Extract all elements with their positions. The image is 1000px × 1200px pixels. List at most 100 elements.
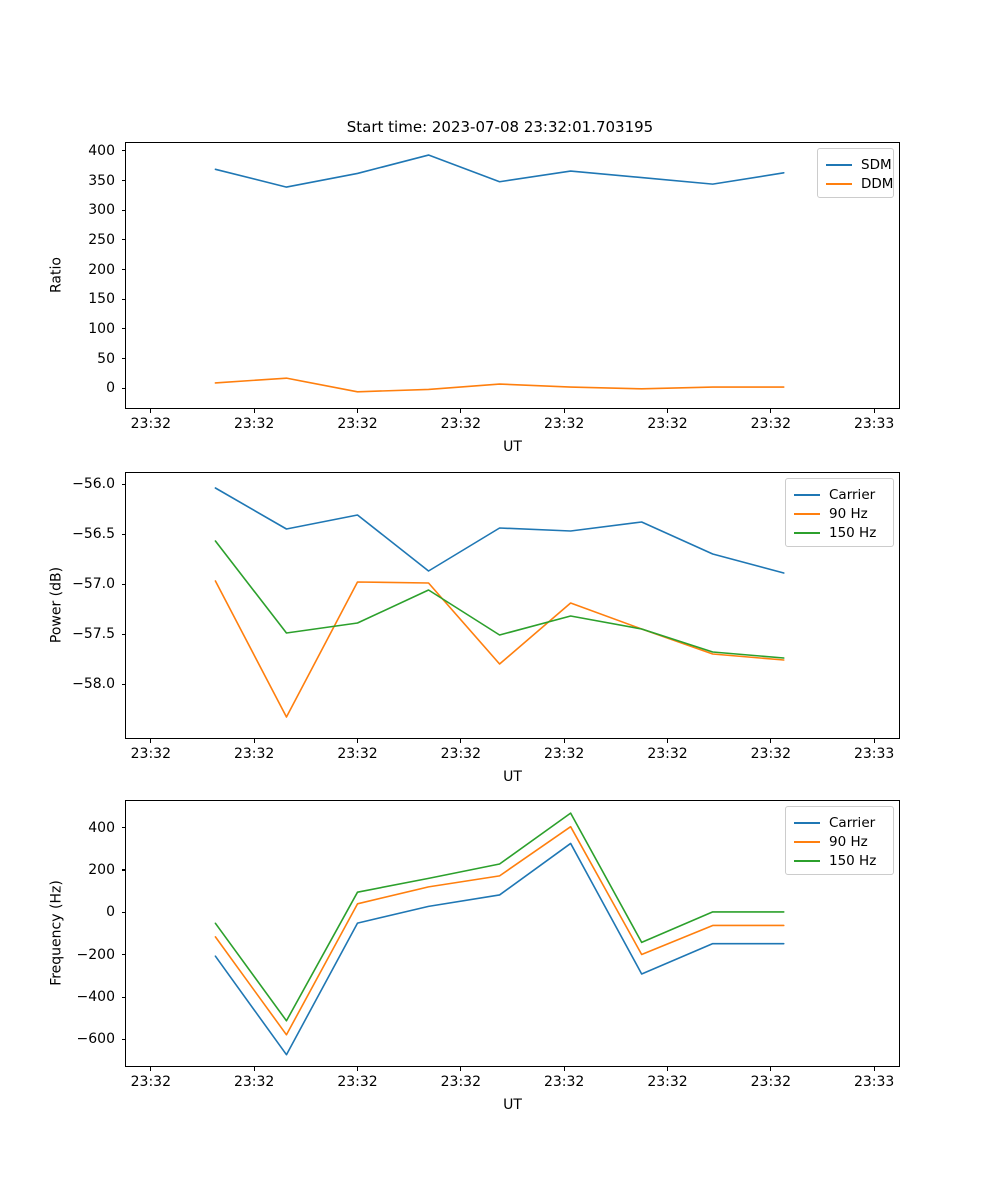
- legend-label: 150 Hz: [829, 524, 877, 541]
- legend-item[interactable]: 150 Hz: [794, 851, 885, 870]
- y-tick-mark: [121, 633, 125, 635]
- x-tick-mark: [770, 1067, 772, 1071]
- x-tick-label: 23:32: [233, 416, 275, 432]
- legend: SDM DDM: [817, 148, 894, 198]
- y-tick-label: −57.5: [72, 626, 115, 642]
- x-tick-label: 23:32: [130, 1074, 172, 1090]
- y-tick-mark: [121, 150, 125, 152]
- x-tick-label: 23:33: [853, 1074, 895, 1090]
- y-tick-label: 400: [88, 819, 115, 836]
- y-tick-label: −600: [76, 1031, 115, 1048]
- x-tick-label: 23:32: [543, 1074, 585, 1090]
- x-tick-mark: [770, 409, 772, 413]
- legend-item[interactable]: Carrier: [794, 485, 885, 504]
- x-tick-mark: [563, 409, 565, 413]
- x-tick-label: 23:32: [647, 1074, 688, 1090]
- y-tick-mark: [121, 683, 125, 685]
- y-tick-label: 0: [106, 380, 115, 397]
- data-lines-layer: [214, 812, 785, 1056]
- x-tick-label: 23:32: [233, 746, 275, 762]
- legend-label: 150 Hz: [829, 852, 877, 869]
- legend-label: 90 Hz: [829, 505, 868, 522]
- series-line-90-hz: [214, 580, 785, 718]
- legend-color-swatch: [794, 512, 820, 515]
- y-tick-mark: [121, 209, 125, 211]
- y-tick-label: −56.0: [72, 476, 115, 492]
- x-tick-mark: [253, 739, 255, 743]
- legend-label: Carrier: [829, 486, 876, 503]
- x-tick-mark: [460, 1067, 462, 1071]
- x-tick-label: 23:32: [750, 746, 792, 762]
- y-tick-mark: [121, 387, 125, 389]
- series-line-150-hz: [214, 540, 785, 659]
- y-tick-label: 400: [88, 142, 115, 159]
- y-tick-mark: [121, 358, 125, 360]
- legend-item[interactable]: 90 Hz: [794, 504, 885, 523]
- x-tick-label: 23:32: [130, 416, 172, 432]
- x-tick-mark: [563, 739, 565, 743]
- axes-frame: [125, 800, 900, 1067]
- figure-title: Start time: 2023-07-08 23:32:01.703195: [346, 118, 654, 136]
- x-axis-label: UT: [503, 769, 522, 785]
- legend-color-swatch: [794, 859, 820, 862]
- x-tick-label: 23:32: [440, 746, 482, 762]
- x-tick-mark: [253, 409, 255, 413]
- y-tick-label: 100: [88, 320, 115, 337]
- x-tick-label: 23:33: [853, 746, 895, 762]
- subplot-power: −58.0 −57.5 −57.0 −56.5 −56.0 23:32 23:32 23:32…: [0, 450, 1000, 790]
- y-tick-label: 0: [106, 904, 115, 921]
- legend-color-swatch: [826, 182, 852, 185]
- y-tick-mark: [121, 996, 125, 998]
- legend: Carrier 90 Hz 150 Hz: [785, 478, 894, 547]
- y-tick-mark: [121, 239, 125, 241]
- legend-item[interactable]: DDM: [826, 174, 893, 193]
- x-tick-label: 23:32: [750, 1074, 792, 1090]
- axes-frame: [125, 472, 900, 739]
- y-tick-label: −57.0: [72, 576, 115, 592]
- legend-label: Carrier: [829, 814, 876, 831]
- y-tick-label: 150: [88, 291, 115, 308]
- y-tick-label: 250: [88, 231, 115, 248]
- y-tick-mark: [121, 954, 125, 956]
- series-line-carrier: [214, 487, 785, 574]
- x-tick-mark: [873, 409, 875, 413]
- x-tick-label: 23:32: [337, 416, 378, 432]
- x-tick-mark: [357, 409, 359, 413]
- legend-color-swatch: [794, 821, 820, 824]
- x-tick-label: 23:32: [337, 746, 378, 762]
- legend-label: 90 Hz: [829, 833, 868, 850]
- legend: Carrier 90 Hz 150 Hz: [785, 806, 894, 875]
- x-tick-mark: [563, 1067, 565, 1071]
- x-tick-label: 23:32: [440, 1074, 482, 1090]
- legend-color-swatch: [794, 531, 820, 534]
- x-tick-mark: [460, 739, 462, 743]
- series-line-90-hz: [214, 825, 785, 1036]
- data-lines-layer: [214, 154, 785, 393]
- y-tick-label: 300: [88, 202, 115, 219]
- y-tick-mark: [121, 483, 125, 485]
- x-axis-label: UT: [503, 1097, 522, 1113]
- x-tick-mark: [253, 1067, 255, 1071]
- legend-item[interactable]: Carrier: [794, 813, 885, 832]
- x-tick-mark: [460, 409, 462, 413]
- y-axis-label: Ratio: [48, 256, 64, 293]
- axes-frame: [125, 142, 900, 409]
- legend-item[interactable]: 150 Hz: [794, 523, 885, 542]
- x-tick-mark: [357, 739, 359, 743]
- x-tick-label: 23:32: [337, 1074, 378, 1090]
- x-tick-label: 23:32: [543, 746, 585, 762]
- x-tick-mark: [357, 1067, 359, 1071]
- legend-label: SDM: [861, 156, 892, 173]
- y-tick-mark: [121, 583, 125, 585]
- x-tick-label: 23:32: [130, 746, 172, 762]
- legend-item[interactable]: SDM: [826, 155, 892, 174]
- x-tick-label: 23:32: [440, 416, 482, 432]
- y-tick-mark: [121, 328, 125, 330]
- y-tick-label: −58.0: [72, 676, 115, 692]
- y-axis-label: Power (dB): [48, 566, 64, 643]
- series-line-150-hz: [214, 812, 785, 1022]
- series-line-carrier: [214, 842, 785, 1056]
- legend-item[interactable]: 90 Hz: [794, 832, 885, 851]
- y-tick-mark: [121, 269, 125, 271]
